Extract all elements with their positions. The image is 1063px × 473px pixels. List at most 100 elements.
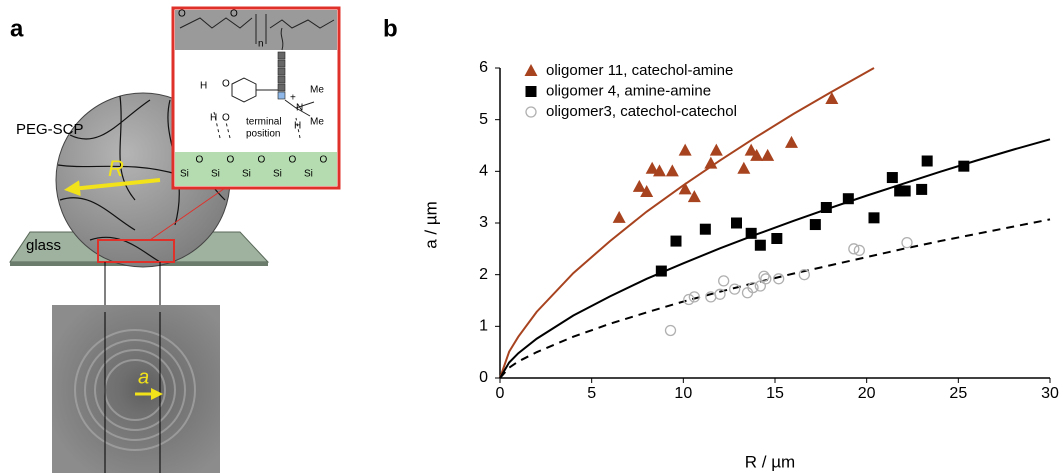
x-tick-label: 20 [858,385,876,402]
marker-square [868,212,880,224]
inset-label: position [246,129,280,140]
marker-square [921,155,933,167]
x-tick-label: 10 [674,385,692,402]
x-tick-label: 25 [949,385,967,402]
marker-circle [853,244,865,257]
marker-circle [718,275,730,287]
marker-square [745,227,757,239]
panel-b: b R / µm a / µm 0 5 10 15 20 25 30 0 1 2 3 4 5 6 oligo… [383,15,1059,471]
marker-circle [773,273,785,285]
y-tick-label: 4 [479,163,488,180]
marker-circle [798,269,810,281]
radius-label: R [108,156,124,181]
marker-triangle [678,182,692,195]
inset-label: O [222,113,230,124]
marker-triangle [687,190,701,203]
contact-label: a [138,366,149,388]
x-tick-label: 30 [1041,385,1059,402]
marker-circle [714,288,726,300]
inset-label: Me [310,117,324,128]
silica-label: Si [242,169,251,180]
silica-label: O [258,155,266,166]
marker-circle [729,283,741,295]
marker-square [820,202,832,213]
marker-square [670,235,682,247]
linker [280,27,284,51]
y-tick-label: 3 [479,214,488,231]
inset-label: O [230,9,238,20]
marker-triangle [612,210,626,223]
legend-marker [525,106,537,118]
marker-circle [747,281,759,294]
marker-triangle [785,135,798,148]
y-tick-label: 1 [479,318,488,335]
marker-triangle [750,148,764,161]
glass-label: glass [26,237,61,254]
legend-marker [525,86,537,97]
inset-label: n [258,39,264,50]
marker-triangle [632,179,646,192]
inset-label: H [294,121,301,132]
zoom-line [149,185,229,241]
silica-label: O [289,155,297,166]
marker-square [886,172,898,184]
legend-label: oligomer 11, catechol-amine [546,62,733,79]
panel-label: a [10,15,24,42]
marker-square [809,219,821,231]
marker-square [655,265,667,277]
chain-segments [277,51,286,100]
panel-label: b [383,15,398,42]
marker-circle [758,270,770,282]
marker-triangle [761,148,775,161]
marker-circle [688,291,700,303]
inset-label: H [210,113,217,124]
network-lines [57,95,226,263]
marker-square [771,233,783,244]
micrograph [52,305,220,473]
x-axis-label: R / µm [745,452,795,471]
marker-triangle [709,143,723,156]
marker-circle [664,324,677,337]
radius-arrow [64,178,161,197]
marker-triangle [640,185,654,197]
x-tick-label: 5 [587,385,596,402]
silica-label: Si [273,169,282,180]
marker-square [958,160,970,172]
marker-triangle [678,143,692,156]
inset-label: O [222,79,230,90]
fit-line [499,138,1051,379]
fit-line [499,218,1051,379]
backbone [179,17,335,29]
y-axis-label: a / µm [421,201,440,249]
marker-square [754,239,766,251]
marker-square [731,217,742,229]
x-tick-label: 0 [496,385,505,402]
x-tick-label: 15 [766,385,784,402]
marker-circle [754,280,766,292]
marker-square [916,183,928,195]
marker-circle [760,273,772,285]
marker-square [699,223,711,235]
silica-label: O [320,155,328,166]
inset-label: Me [310,85,324,96]
marker-triangle [645,161,659,174]
marker-triangle [704,156,718,169]
y-tick-label: 2 [479,266,488,283]
inset-label: N [296,103,303,114]
brackets [255,14,267,44]
marker-triangle [744,143,758,156]
silica-labels: Si O Si O Si O Si O Si O [180,155,328,180]
inset-label: O [178,9,186,20]
fit-line [499,67,875,379]
hydrogen-bonds [213,111,301,139]
silica-label: O [196,155,204,166]
y-tick-label: 6 [479,59,488,76]
inset-label: H [200,81,207,92]
marker-square [842,193,854,205]
legend-label: oligomer3, catechol-catechol [546,103,737,120]
silica-band [175,152,337,186]
y-tick-label: 5 [479,111,488,128]
y-tick-label: 0 [479,369,488,386]
silica-label: Si [180,169,189,180]
